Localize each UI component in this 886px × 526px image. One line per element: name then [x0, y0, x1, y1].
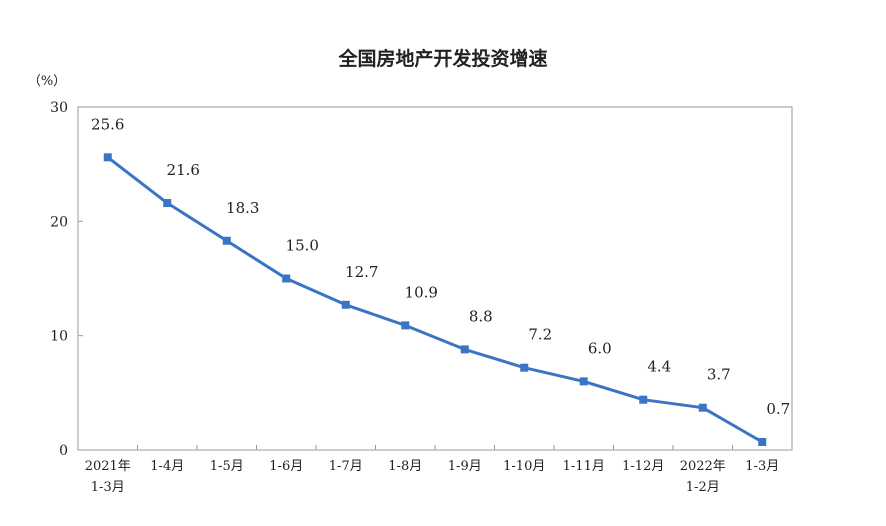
x-tick-label: 1-11月	[563, 459, 605, 474]
data-label: 18.3	[226, 199, 259, 217]
data-point	[401, 321, 410, 330]
data-point	[282, 274, 291, 283]
data-label: 7.2	[528, 326, 552, 344]
x-tick-label: 2022年	[680, 459, 726, 474]
data-point	[341, 300, 350, 309]
series-path	[106, 156, 763, 444]
data-label: 21.6	[167, 161, 200, 179]
data-label: 0.7	[766, 400, 790, 418]
y-axis: 0 10 20 30 （%）	[28, 74, 83, 459]
x-axis: 2021年 1-3月 1-4月 1-5月 1-6月 1-7月 1-8月 1-9月 1-10月 1-…	[85, 445, 779, 495]
x-tick-label: 1-7月	[329, 459, 363, 474]
x-tick-label: 1-9月	[448, 459, 482, 474]
x-tick-label: 1-6月	[269, 459, 303, 474]
x-tick-label: 1-3月	[745, 459, 779, 474]
data-label: 3.7	[707, 366, 731, 384]
data-label: 15.0	[286, 237, 319, 255]
data-label: 6.0	[588, 339, 612, 357]
data-point	[698, 403, 707, 412]
x-tick-label: 1-5月	[210, 459, 244, 474]
x-tick-label: 1-2月	[686, 480, 720, 495]
x-tick-label: 1-10月	[503, 459, 545, 474]
plot-frame	[77, 106, 793, 451]
data-point	[222, 236, 231, 245]
chart-title: 全国房地产开发投资增速	[338, 48, 548, 70]
data-label: 12.7	[345, 263, 378, 281]
y-tick-label: 30	[50, 100, 68, 116]
x-tick-label: 1-4月	[150, 459, 184, 474]
y-tick-label: 10	[50, 329, 68, 345]
data-point	[639, 395, 648, 404]
data-point	[103, 153, 112, 162]
data-label: 8.8	[469, 307, 493, 325]
data-point	[163, 199, 172, 208]
data-point	[758, 437, 767, 446]
data-labels: 25.6 21.6 18.3 15.0 12.7 10.9 8.8 7.2 6.0 4.4 3.7 0…	[91, 115, 790, 418]
data-point	[579, 377, 588, 386]
x-tick-label: 1-8月	[388, 459, 422, 474]
data-point	[520, 363, 529, 372]
y-tick-label: 0	[59, 443, 68, 459]
x-tick-label: 1-3月	[91, 480, 125, 495]
data-label: 4.4	[647, 358, 671, 376]
data-label: 25.6	[91, 115, 124, 133]
data-point	[460, 345, 469, 354]
x-tick-label: 2021年	[85, 459, 131, 474]
plot-border	[77, 106, 793, 451]
data-label: 10.9	[405, 283, 438, 301]
y-tick-label: 20	[50, 214, 68, 230]
series-line	[103, 153, 767, 446]
x-tick-label: 1-12月	[622, 459, 664, 474]
y-axis-unit: （%）	[28, 74, 66, 89]
